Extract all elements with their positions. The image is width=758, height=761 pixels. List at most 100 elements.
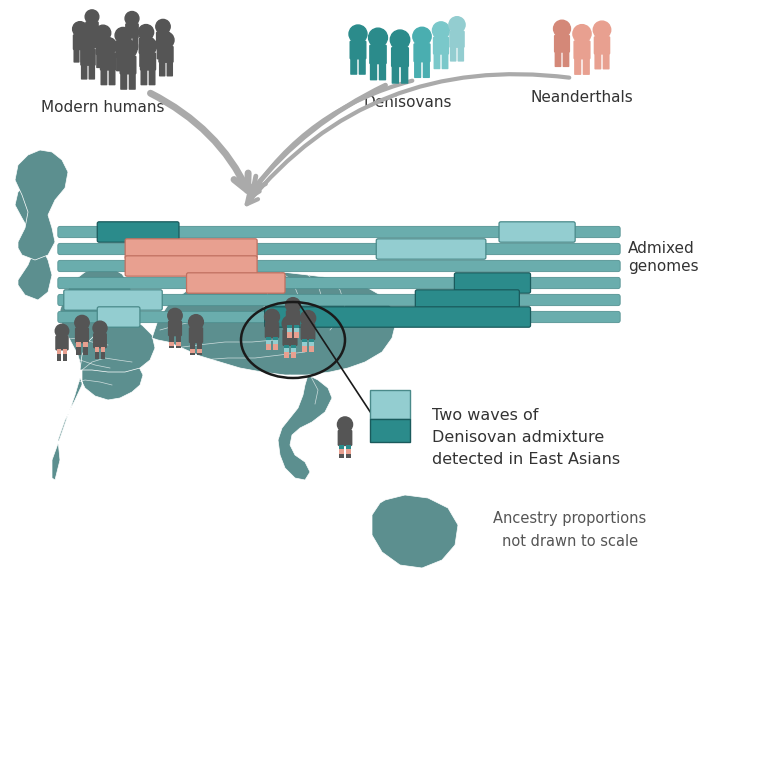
Bar: [291, 352, 296, 358]
Bar: [284, 352, 289, 358]
FancyBboxPatch shape: [133, 36, 138, 50]
Bar: [266, 336, 271, 340]
FancyBboxPatch shape: [121, 72, 127, 90]
Circle shape: [125, 11, 139, 25]
FancyBboxPatch shape: [574, 40, 590, 59]
Bar: [302, 342, 307, 346]
Bar: [291, 349, 296, 352]
FancyBboxPatch shape: [149, 68, 155, 85]
Circle shape: [93, 321, 107, 335]
FancyBboxPatch shape: [454, 272, 531, 293]
FancyBboxPatch shape: [89, 64, 95, 80]
FancyBboxPatch shape: [583, 57, 590, 75]
Bar: [63, 354, 67, 361]
Circle shape: [73, 21, 87, 37]
Bar: [346, 444, 351, 449]
Bar: [346, 454, 351, 458]
FancyBboxPatch shape: [423, 60, 430, 78]
Circle shape: [449, 17, 465, 33]
Bar: [57, 349, 61, 354]
Circle shape: [265, 309, 280, 324]
FancyBboxPatch shape: [73, 34, 87, 50]
FancyBboxPatch shape: [350, 57, 357, 75]
FancyBboxPatch shape: [146, 52, 153, 67]
Circle shape: [158, 32, 174, 48]
Text: Ancestry proportions
not drawn to scale: Ancestry proportions not drawn to scale: [493, 511, 647, 549]
Circle shape: [115, 27, 131, 43]
FancyBboxPatch shape: [158, 46, 174, 63]
Bar: [266, 340, 271, 344]
Circle shape: [594, 21, 611, 39]
FancyBboxPatch shape: [140, 68, 147, 85]
FancyBboxPatch shape: [86, 34, 92, 48]
Bar: [190, 349, 195, 353]
FancyBboxPatch shape: [450, 46, 456, 62]
Text: Two waves of
Denisovan admixture
detected in East Asians: Two waves of Denisovan admixture detecte…: [432, 408, 620, 467]
FancyBboxPatch shape: [283, 329, 298, 346]
Bar: [273, 336, 278, 340]
Polygon shape: [15, 150, 68, 260]
Bar: [370, 419, 410, 442]
FancyBboxPatch shape: [301, 323, 315, 340]
FancyBboxPatch shape: [93, 333, 107, 349]
Bar: [190, 342, 195, 349]
FancyBboxPatch shape: [414, 60, 421, 78]
Circle shape: [156, 19, 171, 33]
FancyBboxPatch shape: [370, 62, 377, 81]
Bar: [284, 345, 289, 349]
Bar: [339, 449, 343, 454]
Text: Modern humans: Modern humans: [41, 100, 164, 115]
FancyBboxPatch shape: [168, 320, 182, 336]
FancyBboxPatch shape: [392, 65, 399, 84]
Bar: [197, 353, 202, 355]
Bar: [284, 349, 289, 352]
FancyBboxPatch shape: [286, 310, 300, 326]
Bar: [169, 342, 174, 345]
FancyBboxPatch shape: [58, 244, 620, 255]
Circle shape: [119, 40, 137, 58]
FancyBboxPatch shape: [337, 430, 352, 446]
Bar: [339, 454, 343, 458]
FancyBboxPatch shape: [125, 239, 257, 260]
FancyBboxPatch shape: [104, 53, 110, 68]
FancyBboxPatch shape: [555, 50, 562, 67]
FancyBboxPatch shape: [55, 336, 69, 351]
FancyBboxPatch shape: [124, 56, 130, 72]
Bar: [63, 349, 67, 354]
Bar: [294, 325, 299, 329]
Bar: [291, 345, 296, 349]
FancyBboxPatch shape: [574, 57, 581, 75]
FancyBboxPatch shape: [139, 53, 156, 71]
Polygon shape: [80, 322, 155, 372]
Bar: [287, 329, 292, 332]
Bar: [95, 347, 99, 352]
FancyBboxPatch shape: [449, 30, 465, 48]
FancyBboxPatch shape: [415, 290, 519, 310]
FancyBboxPatch shape: [376, 239, 486, 260]
Bar: [309, 339, 314, 342]
Circle shape: [55, 324, 69, 338]
Bar: [197, 342, 202, 349]
FancyBboxPatch shape: [391, 47, 409, 67]
FancyBboxPatch shape: [401, 65, 409, 84]
FancyBboxPatch shape: [157, 45, 163, 59]
FancyBboxPatch shape: [189, 327, 203, 343]
FancyBboxPatch shape: [433, 37, 449, 55]
FancyBboxPatch shape: [92, 34, 98, 48]
FancyBboxPatch shape: [96, 53, 102, 68]
FancyBboxPatch shape: [58, 260, 620, 272]
FancyBboxPatch shape: [58, 295, 620, 306]
FancyBboxPatch shape: [115, 41, 130, 58]
Circle shape: [553, 21, 571, 37]
FancyBboxPatch shape: [159, 61, 165, 76]
Circle shape: [139, 24, 154, 40]
Bar: [169, 335, 174, 342]
Bar: [169, 345, 174, 348]
FancyBboxPatch shape: [167, 61, 173, 76]
Bar: [266, 344, 271, 350]
Bar: [190, 353, 195, 355]
Circle shape: [85, 10, 99, 24]
Circle shape: [573, 24, 591, 43]
Polygon shape: [278, 375, 332, 480]
FancyBboxPatch shape: [594, 36, 610, 55]
